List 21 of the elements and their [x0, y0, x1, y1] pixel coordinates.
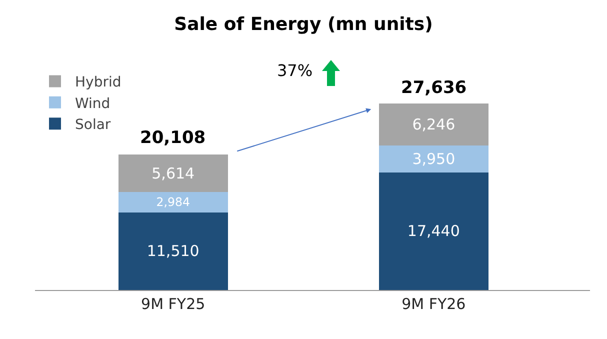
data-label: 11,510: [146, 242, 200, 260]
total-label: 20,108: [140, 128, 206, 148]
text: 37%: [277, 61, 313, 80]
x-tick-label: 9M FY25: [141, 295, 206, 313]
data-label: 5,614: [152, 164, 195, 182]
data-label: 2,984: [156, 195, 190, 210]
legend-label: Wind: [75, 96, 110, 112]
legend-label: Hybrid: [75, 74, 122, 91]
bar: [118, 154, 228, 192]
bar: [118, 212, 228, 290]
bar: [378, 104, 488, 146]
bar: [378, 146, 488, 172]
chart-title: Sale of Energy (mn units): [174, 14, 433, 36]
legend-label: Solar: [75, 117, 111, 134]
data-label: 3,950: [412, 150, 456, 168]
data-label: 6,246: [412, 116, 456, 134]
bar: [118, 192, 228, 212]
data-label: 17,440: [407, 222, 460, 240]
x-tick-label: 9M FY26: [402, 295, 466, 313]
bar: [378, 172, 488, 290]
total-label: 27,636: [401, 78, 467, 98]
